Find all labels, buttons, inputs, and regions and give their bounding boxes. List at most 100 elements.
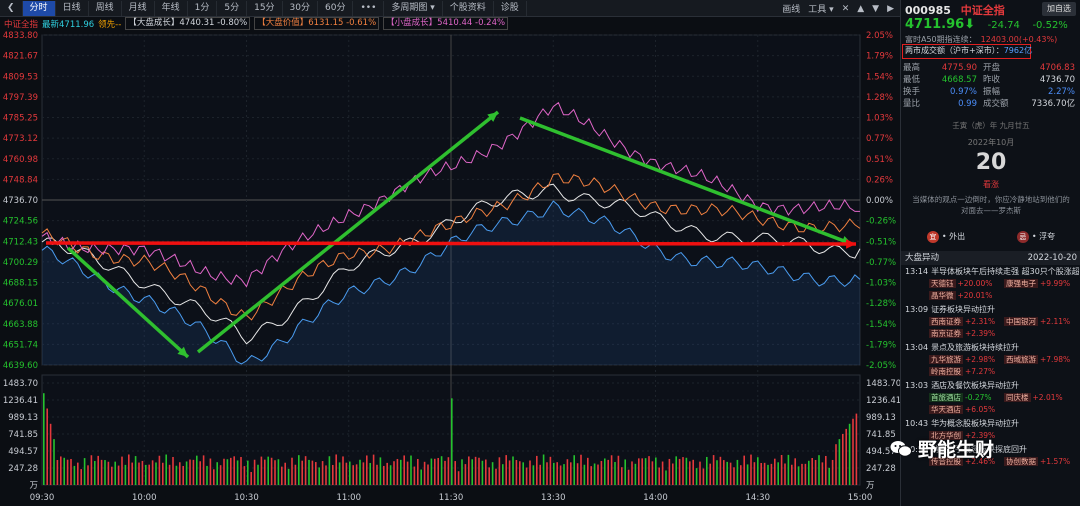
volume-bar [818,455,820,485]
time-tick-label: 10:00 [132,493,157,503]
news-stock[interactable]: 岭南控股 +7.27% [929,366,1004,378]
volume-bar [801,463,803,485]
volume-bar [821,462,824,485]
ji-item: 忌 • 浮夸 [1016,231,1055,243]
volume-bar [206,465,208,485]
price-row: 4711.96⬇ -24.74 -0.52% [905,17,1068,32]
tools-button[interactable]: 工具 ▾ [808,5,834,15]
intraday-chart[interactable]: 4833.80 2.05% 4821.67 1.79% 4809.53 1.54% 4797… [0,30,900,506]
news-stock[interactable]: 晶华微 +20.01% [929,290,1004,302]
volume-bar [427,464,429,485]
tab-2[interactable]: 周线 [89,0,122,16]
volume-bar [743,455,745,485]
tab-0[interactable]: 分时 [22,0,56,16]
news-stock[interactable]: 北方华创 +2.39% [929,430,1004,442]
volume-bar [573,455,575,485]
level-arrow-annotation [45,241,857,246]
news-stock[interactable]: 西南证券 +2.31% [929,316,1004,328]
news-stock[interactable]: 首旅酒店 -0.27% [929,392,1004,404]
volume-bar [621,467,623,485]
news-item[interactable]: 13:04 景点及旅游板块持续拉升 九华旅游 +2.98% 西域旅游 +7.98% 岭南控… [905,342,1079,378]
volume-bar [90,455,93,485]
news-stock[interactable]: 中国银河 +2.11% [1004,316,1079,328]
volume-bar [151,460,154,485]
news-stock[interactable]: 华天酒店 +6.05% [929,404,1004,416]
vol-tick-label-right: 494.57 [866,447,896,457]
legend-big-growth[interactable]: 【大盘成长】4740.31 -0.80% [125,17,251,30]
news-stock-pct: +20.00% [957,279,993,288]
watermark: 野能生财 [890,435,994,462]
pct-tick-label: 0.77% [866,134,893,144]
tab-5[interactable]: 1分 [188,0,218,16]
tab-10[interactable]: ••• [353,0,385,16]
volume-bar [63,457,65,485]
tab-9[interactable]: 60分 [318,0,354,16]
a50-futures: 富时A50期指连续： 12403.00(+0.43%) [905,34,1057,45]
volume-bar [570,462,572,485]
tab-3[interactable]: 月线 [122,0,155,16]
volume-bar [814,459,817,485]
add-favorite-button[interactable]: 加自选 [1042,2,1076,16]
volume-bar [512,456,514,485]
volume-bar [546,462,548,485]
news-stock[interactable]: 九华旅游 +2.98% [929,354,1004,366]
news-item[interactable]: 10:50 消费电子概念板块探底回升 传音控股 +2.46% 协创数据 +1.57% [905,444,1079,468]
volume-bar [593,463,596,485]
volume-bar [321,461,324,485]
legend-small-growth[interactable]: 【小盘成长】5410.44 -0.24% [383,17,509,30]
volume-bar [617,455,620,485]
up-icon[interactable]: ▲ [857,3,865,14]
close-icon[interactable]: ✕ [841,3,850,14]
volume-bar [141,460,144,485]
vol-tick-label: 万 [29,481,38,491]
volume-bar [236,460,239,485]
news-stock[interactable]: 南京证券 +2.39% [929,328,1004,340]
down-icon[interactable]: ▼ [872,3,880,14]
news-stock[interactable]: 协创数据 +1.57% [1004,456,1079,468]
tab-6[interactable]: 5分 [217,0,248,16]
volume-bar [828,467,830,485]
news-stock[interactable]: 康强电子 +9.99% [1004,278,1079,290]
volume-bar [536,455,538,485]
draw-line-button[interactable]: 画线 [782,5,801,15]
time-tick-label: 14:30 [746,493,771,503]
volume-bar [209,458,212,485]
vol-tick-label-right: 247.28 [866,464,896,474]
volume-bar [43,393,45,485]
tab-1[interactable]: 日线 [56,0,89,16]
news-stock[interactable]: 传音控股 +2.46% [929,456,1004,468]
volume-bar [182,465,184,485]
more-icon[interactable]: ▶ [887,3,894,14]
price-tick-label: 4712.43 [3,237,38,247]
vol-tick-label-right: 1483.70 [866,379,900,389]
legend-lead: 领先-- [98,19,122,30]
decline-arrow-annotation [519,116,853,246]
volume-bar [287,468,290,485]
news-item[interactable]: 10:43 华为概念股板块异动拉升 北方华创 +2.39% [905,418,1079,442]
tab-4[interactable]: 年线 [155,0,188,16]
quote-header: 000985 中证全指 [905,2,1005,18]
news-item[interactable]: 13:14 半导体板块午后持续走强 超30只个股涨超9% 天德钰 +20.00% 康强… [905,266,1079,302]
volume-bar [495,468,497,485]
news-stock[interactable]: 同庆楼 +2.01% [1004,392,1079,404]
watermark-text: 野能生财 [918,439,995,461]
tab-11[interactable]: 多周期图 ▾ [384,0,443,16]
news-stock[interactable]: 西域旅游 +7.98% [1004,354,1079,366]
tab-12[interactable]: 个股资料 [443,0,494,16]
volume-bar [498,457,501,485]
back-icon[interactable]: ❮ [0,0,23,16]
volume-bar [233,456,235,485]
volume-bar [580,454,582,485]
tab-13[interactable]: 诊股 [494,0,527,16]
tab-8[interactable]: 30分 [283,0,318,16]
volume-bar [678,458,681,485]
legend-big-value[interactable]: 【大盘价值】6131.15 -0.61% [254,17,380,30]
tab-7[interactable]: 15分 [247,0,283,16]
volume-bar [597,464,599,485]
news-item[interactable]: 13:09 证券板块异动拉升 西南证券 +2.31% 中国银河 +2.11% 南京证券 +2… [905,304,1079,340]
news-stock-name: 康强电子 [1004,279,1038,288]
news-headline: 酒店及餐饮板块异动拉升 [931,381,1020,390]
news-item[interactable]: 13:03 酒店及餐饮板块异动拉升 首旅酒店 -0.27% 同庆楼 +2.01% 华天酒店… [905,380,1079,416]
news-stock-pct: +2.46% [965,457,996,466]
news-stock[interactable]: 天德钰 +20.00% [929,278,1004,290]
